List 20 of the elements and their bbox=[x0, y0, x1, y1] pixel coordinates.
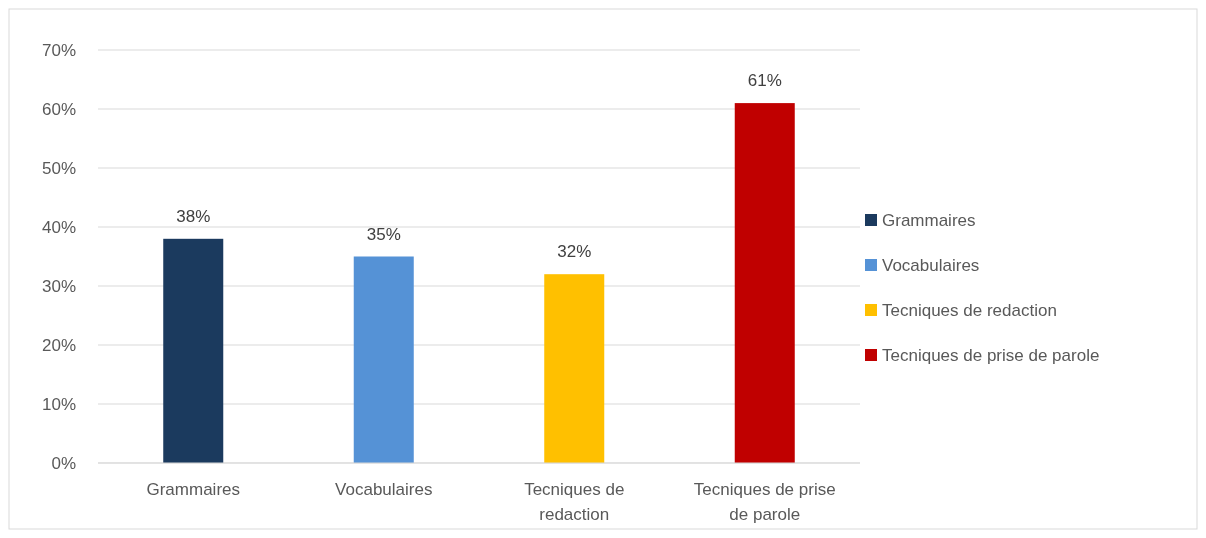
legend-label: Tecniques de redaction bbox=[882, 300, 1057, 320]
data-label: 61% bbox=[747, 71, 782, 91]
x-tick-label: Tecniques de redaction bbox=[524, 480, 625, 524]
y-tick-label: 20% bbox=[41, 335, 76, 355]
data-label: 35% bbox=[366, 224, 401, 244]
legend-label: Grammaires bbox=[882, 210, 976, 230]
y-tick-label: 40% bbox=[41, 217, 76, 237]
y-tick-label: 10% bbox=[41, 394, 76, 414]
data-label: 32% bbox=[557, 242, 592, 262]
y-tick-label: 0% bbox=[51, 453, 76, 473]
legend-label: Tecniques de prise de parole bbox=[882, 345, 1100, 365]
y-tick-label: 70% bbox=[41, 40, 76, 60]
x-tick-label: Vocabulaires bbox=[335, 480, 433, 499]
y-tick-label: 50% bbox=[41, 158, 76, 178]
x-tick-label: Grammaires bbox=[146, 480, 241, 499]
legend-label: Vocabulaires bbox=[882, 255, 980, 275]
y-tick-label: 60% bbox=[41, 99, 76, 119]
y-tick-label: 30% bbox=[41, 276, 76, 296]
data-label: 38% bbox=[176, 206, 211, 226]
x-tick-label: Tecniques de prise de parole bbox=[693, 480, 836, 524]
